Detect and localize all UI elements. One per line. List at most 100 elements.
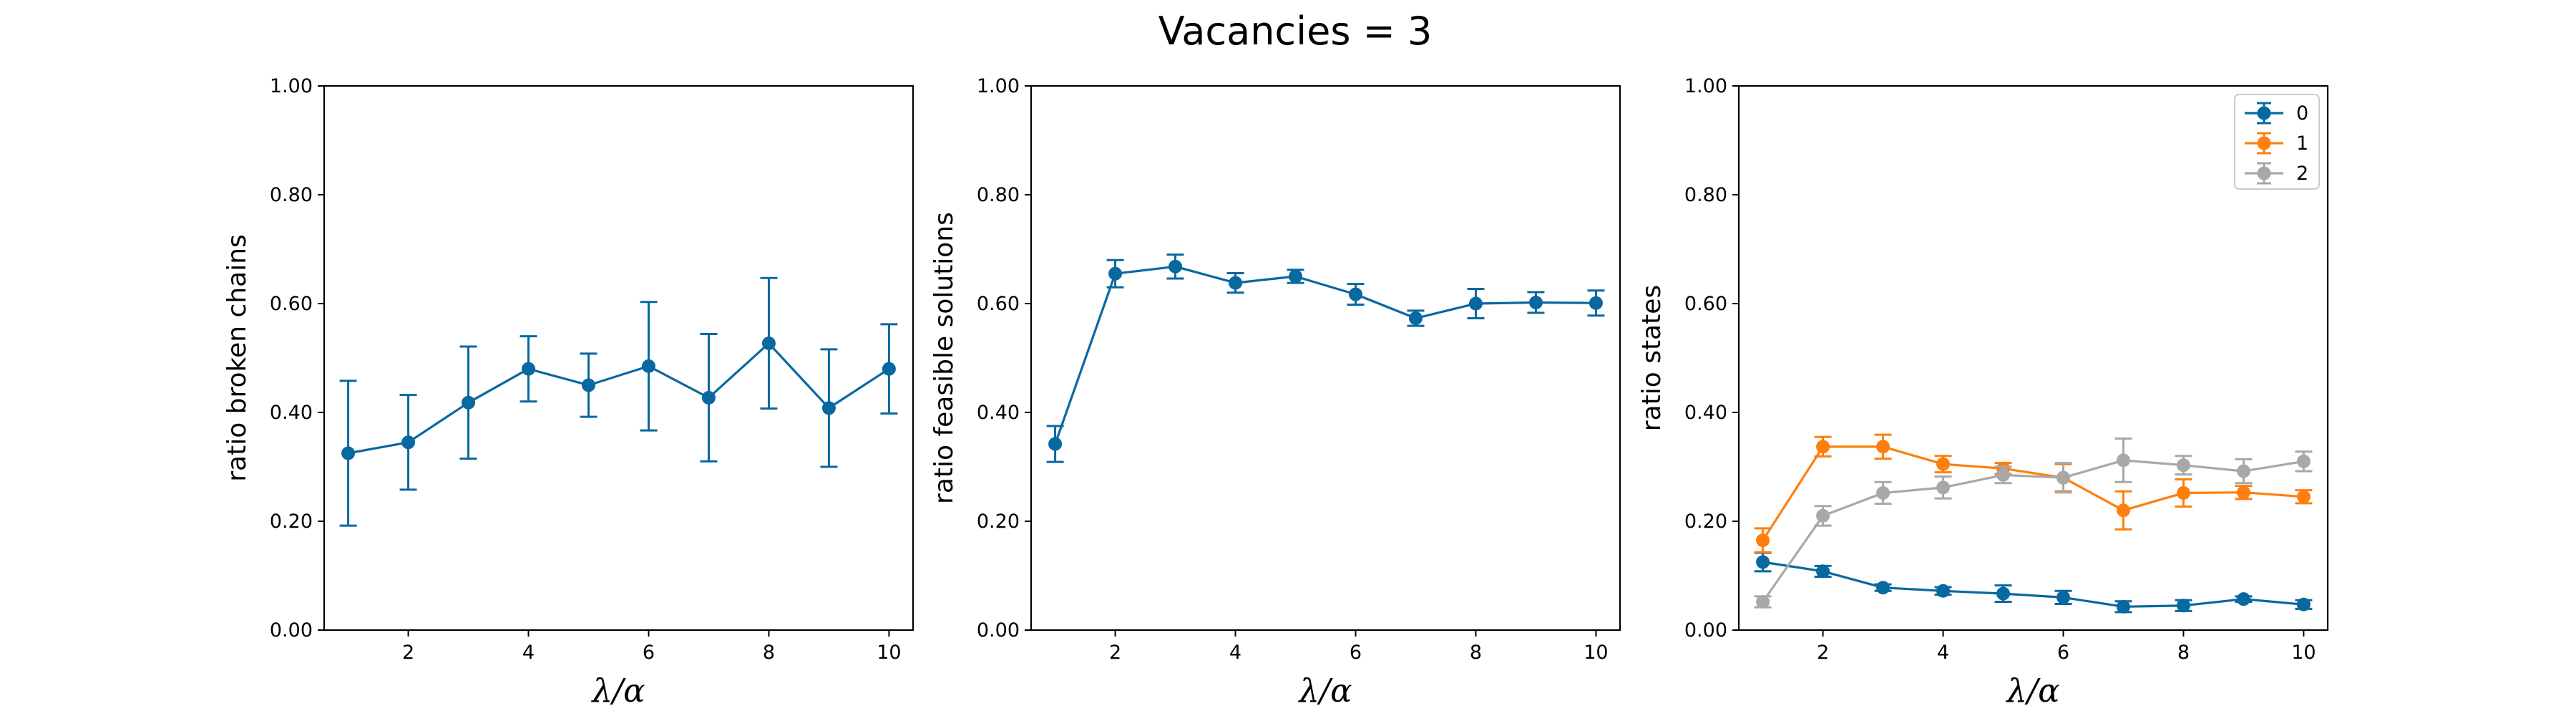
series-line xyxy=(1762,445,2304,541)
data-point xyxy=(1468,296,1483,311)
legend-item-2: 2 xyxy=(2245,162,2308,185)
x-tick-label: 2 xyxy=(1109,642,1121,664)
y-tick-label: 0.80 xyxy=(977,184,1020,206)
series-line xyxy=(1762,459,2304,603)
y-tick-label: 0.40 xyxy=(977,402,1020,424)
x-tick-label: 6 xyxy=(1350,642,1362,664)
data-point xyxy=(2296,490,2311,504)
data-point xyxy=(1528,295,1543,309)
data-point xyxy=(2056,590,2070,604)
data-point xyxy=(2116,599,2130,614)
y-tick-label: 0.00 xyxy=(977,619,1020,642)
data-point xyxy=(1756,594,1770,609)
x-tick-label: 2 xyxy=(402,642,414,664)
panel-broken-chains: 2 4 6 8 10 0.00 0.20 0.40 0.60 0.80 1.00 λ/α ratio b… xyxy=(223,75,914,710)
y-tick-label: 0.40 xyxy=(270,402,313,424)
x-tick-label: 10 xyxy=(1584,642,1608,664)
legend-label: 1 xyxy=(2296,132,2308,155)
x-tick-label: 6 xyxy=(2057,642,2069,664)
data-point xyxy=(1936,584,1951,598)
data-point xyxy=(882,362,896,376)
x-tick-label: 10 xyxy=(877,642,901,664)
y-tick-label: 0.80 xyxy=(270,184,313,206)
series-line xyxy=(1762,561,2304,608)
data-point xyxy=(2116,503,2130,518)
figure-title: Vacancies = 3 xyxy=(1158,9,1433,54)
data-point xyxy=(1816,440,1830,454)
data-point xyxy=(1996,468,2011,482)
data-point xyxy=(2176,485,2190,500)
data-point xyxy=(1108,266,1123,281)
y-tick-label: 0.60 xyxy=(977,293,1020,315)
x-axis-label: λ/α xyxy=(590,672,645,710)
data-point xyxy=(761,336,776,350)
y-tick-label: 0.60 xyxy=(1684,293,1727,315)
x-tick-label: 4 xyxy=(1229,642,1241,664)
data-point xyxy=(1936,457,1951,471)
y-tick-label: 0.00 xyxy=(1684,619,1727,642)
data-point xyxy=(1996,586,2011,601)
y-axis-label: ratio states xyxy=(1637,285,1667,431)
legend-swatch-marker xyxy=(2257,106,2271,120)
x-tick-label: 8 xyxy=(763,642,775,664)
data-point xyxy=(1816,508,1830,523)
data-point xyxy=(1289,269,1303,284)
data-point xyxy=(1876,581,1890,595)
legend-swatch-marker xyxy=(2257,166,2271,180)
plot-frame xyxy=(1737,84,2329,632)
data-point xyxy=(1756,533,1770,548)
data-point xyxy=(2176,458,2190,473)
data-point xyxy=(1048,437,1063,451)
data-point xyxy=(401,435,416,450)
y-axis-label: ratio feasible solutions xyxy=(930,212,959,504)
y-tick-label: 0.00 xyxy=(270,619,313,642)
x-tick-label: 8 xyxy=(1470,642,1482,664)
x-axis-label: λ/α xyxy=(2005,672,2059,710)
y-tick-label: 0.60 xyxy=(270,293,313,315)
data-point xyxy=(2176,599,2190,613)
data-point xyxy=(341,446,356,460)
legend-label: 2 xyxy=(2296,163,2308,185)
data-point xyxy=(2236,592,2250,606)
plot-frame xyxy=(1030,84,1621,632)
data-point xyxy=(821,401,836,415)
data-point xyxy=(1876,440,1890,454)
data-point xyxy=(462,395,476,410)
data-point xyxy=(2116,453,2130,468)
data-point xyxy=(582,378,596,392)
y-tick-label: 0.20 xyxy=(1684,511,1727,533)
x-tick-label: 8 xyxy=(2177,642,2190,664)
legend-item-1: 1 xyxy=(2245,132,2308,155)
panel-feasible-solutions: 2 4 6 8 10 0.00 0.20 0.40 0.60 0.80 1.00 λ/α ratio f… xyxy=(930,75,1621,710)
data-point xyxy=(1408,311,1423,326)
data-point xyxy=(1936,480,1951,495)
data-point xyxy=(2236,485,2250,500)
data-point xyxy=(2236,464,2250,478)
x-tick-label: 4 xyxy=(1937,642,1949,664)
y-tick-label: 0.80 xyxy=(1684,184,1727,206)
x-tick-label: 4 xyxy=(522,642,535,664)
series-line xyxy=(1054,265,1596,445)
legend-label: 0 xyxy=(2296,102,2308,125)
legend: 0 1 2 xyxy=(2234,94,2320,190)
y-tick-label: 0.20 xyxy=(270,511,313,533)
data-point xyxy=(701,390,716,405)
y-tick-label: 1.00 xyxy=(977,75,1020,97)
data-point xyxy=(1169,259,1183,274)
y-tick-label: 0.40 xyxy=(1684,402,1727,424)
x-tick-label: 2 xyxy=(1817,642,1829,664)
data-point xyxy=(641,359,655,373)
y-tick-label: 0.20 xyxy=(977,511,1020,533)
data-point xyxy=(2056,470,2070,485)
legend-swatch-marker xyxy=(2257,136,2271,150)
series-0 xyxy=(339,276,898,527)
data-point xyxy=(2296,597,2311,611)
data-point xyxy=(1348,287,1362,301)
legend-item-0: 0 xyxy=(2245,102,2308,125)
series-line xyxy=(348,342,890,455)
series-0 xyxy=(1754,551,2313,614)
data-point xyxy=(1756,555,1770,569)
